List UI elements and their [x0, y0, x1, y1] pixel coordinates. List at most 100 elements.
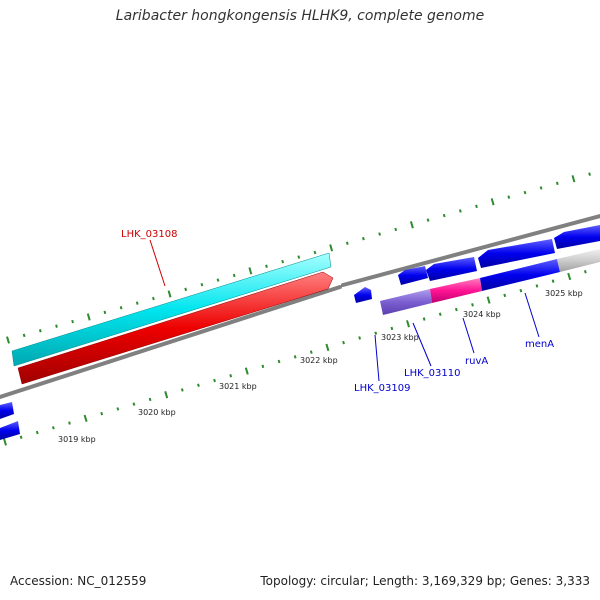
gene-lhk-03109-purple[interactable] [380, 289, 432, 315]
scale-label-3020: 3020 kbp [138, 408, 176, 417]
upper-scale-tick [200, 283, 204, 287]
lower-scale-tick [551, 279, 555, 283]
lower-scale-tick [454, 307, 458, 312]
lower-scale-tick [583, 270, 587, 274]
lower-scale-tick [148, 397, 152, 402]
upper-scale-tick [345, 241, 349, 245]
upper-scale-tick [490, 198, 495, 206]
upper-scale-tick [135, 301, 139, 305]
gene-ruva-pink[interactable] [430, 278, 482, 303]
accession-text: Accession: NC_012559 [10, 574, 147, 588]
upper-tick-scale [6, 172, 591, 344]
lower-scale-tick [406, 320, 410, 328]
lower-scale-tick [244, 367, 249, 375]
gene-left-edge-blue-1[interactable] [0, 402, 14, 419]
lower-scale-tick [229, 374, 233, 378]
upper-scale-tick [571, 175, 576, 183]
gene-blue-c[interactable] [478, 239, 555, 268]
upper-scale-tick [394, 227, 398, 232]
scale-label-3019: 3019 kbp [58, 435, 96, 444]
upper-scale-tick [362, 236, 365, 241]
upper-scale-tick [216, 278, 220, 282]
lower-scale-tick [374, 331, 378, 335]
lower-scale-tick [486, 296, 491, 304]
upper-scale-tick [329, 244, 334, 252]
lower-scale-tick [83, 414, 88, 422]
upper-scale-tick [378, 232, 381, 236]
lower-scale-tick [116, 407, 120, 411]
upper-scale-tick [297, 255, 301, 259]
lower-scale-tick [342, 340, 345, 345]
upper-scale-tick [232, 273, 236, 278]
upper-scale-tick [167, 290, 172, 298]
genome-title: Laribacter hongkongensis HLHK9, complete… [115, 8, 485, 24]
gene-lhk-03110-blue[interactable] [480, 259, 560, 291]
upper-scale-tick [281, 259, 285, 264]
upper-scale-tick [588, 172, 591, 176]
upper-scale-tick [119, 306, 123, 310]
upper-scale-tick [86, 313, 91, 321]
gene-red[interactable] [17, 271, 334, 385]
upper-scale-tick [426, 218, 430, 222]
scale-label-3023: 3023 kbp [381, 333, 419, 342]
lower-scale-tick [519, 288, 523, 293]
gene-label-lhk-03109[interactable]: LHK_03109 [354, 383, 410, 394]
upper-scale-tick [539, 186, 543, 190]
gene-label-lhk-03110[interactable]: LHK_03110 [404, 368, 460, 379]
scale-label-3024: 3024 kbp [463, 310, 501, 319]
lower-scale-tick [325, 343, 330, 352]
upper-scale-tick [265, 264, 268, 268]
backbone-line-right [341, 214, 600, 287]
lower-scale-tick [422, 317, 426, 321]
leader-mena [524, 292, 540, 338]
lower-scale-tick [164, 391, 169, 399]
leader-lhk-03109 [374, 334, 380, 382]
gene-blue-b[interactable] [426, 257, 477, 281]
gene-label-ruva[interactable]: ruvA [465, 356, 488, 367]
upper-scale-tick [22, 333, 26, 338]
lower-scale-tick [3, 438, 7, 446]
upper-scale-tick [523, 190, 527, 195]
lower-scale-tick [197, 383, 200, 387]
upper-scale-tick [475, 204, 478, 209]
lower-scale-tick [180, 388, 184, 392]
gene-blue-a[interactable] [398, 266, 428, 285]
gene-label-mena[interactable]: menA [525, 339, 554, 350]
gene-left-edge-blue-2[interactable] [0, 421, 20, 440]
lower-tick-scale [3, 270, 587, 446]
upper-scale-tick [507, 195, 511, 199]
lower-scale-tick [51, 426, 55, 430]
lower-scale-tick [132, 402, 136, 406]
gene-lhk-03108-cyan[interactable] [11, 252, 332, 367]
gene-mena-grey[interactable] [557, 249, 600, 272]
upper-scale-tick [248, 267, 253, 275]
lower-scale-tick [35, 430, 39, 435]
leader-lhk-03108 [149, 239, 166, 287]
upper-scale-tick [184, 287, 188, 292]
lower-scale-tick [19, 435, 23, 439]
lower-scale-tick [293, 355, 297, 359]
lower-scale-tick [535, 284, 539, 288]
upper-scale-tick [38, 329, 42, 333]
lower-scale-tick [213, 378, 216, 383]
scale-label-3022: 3022 kbp [300, 356, 338, 365]
upper-scale-tick [71, 319, 74, 324]
upper-scale-tick [458, 209, 462, 213]
scale-label-3025: 3025 kbp [545, 289, 583, 298]
upper-scale-tick [313, 250, 317, 255]
lower-scale-tick [358, 336, 362, 340]
upper-scale-tick [55, 324, 58, 328]
gene-small-blue[interactable] [354, 287, 372, 303]
gene-label-lhk-03108[interactable]: LHK_03108 [121, 229, 177, 240]
leader-lhk-03110 [412, 322, 432, 367]
lower-scale-tick [471, 303, 474, 307]
upper-scale-tick [152, 296, 155, 301]
upper-scale-tick [442, 213, 446, 218]
lower-scale-tick [390, 326, 394, 331]
gene-blue-d[interactable] [554, 225, 600, 249]
lower-scale-tick [309, 350, 313, 354]
backbone-line-left [0, 285, 342, 399]
lower-scale-tick [438, 312, 442, 316]
upper-scale-tick [555, 181, 559, 186]
